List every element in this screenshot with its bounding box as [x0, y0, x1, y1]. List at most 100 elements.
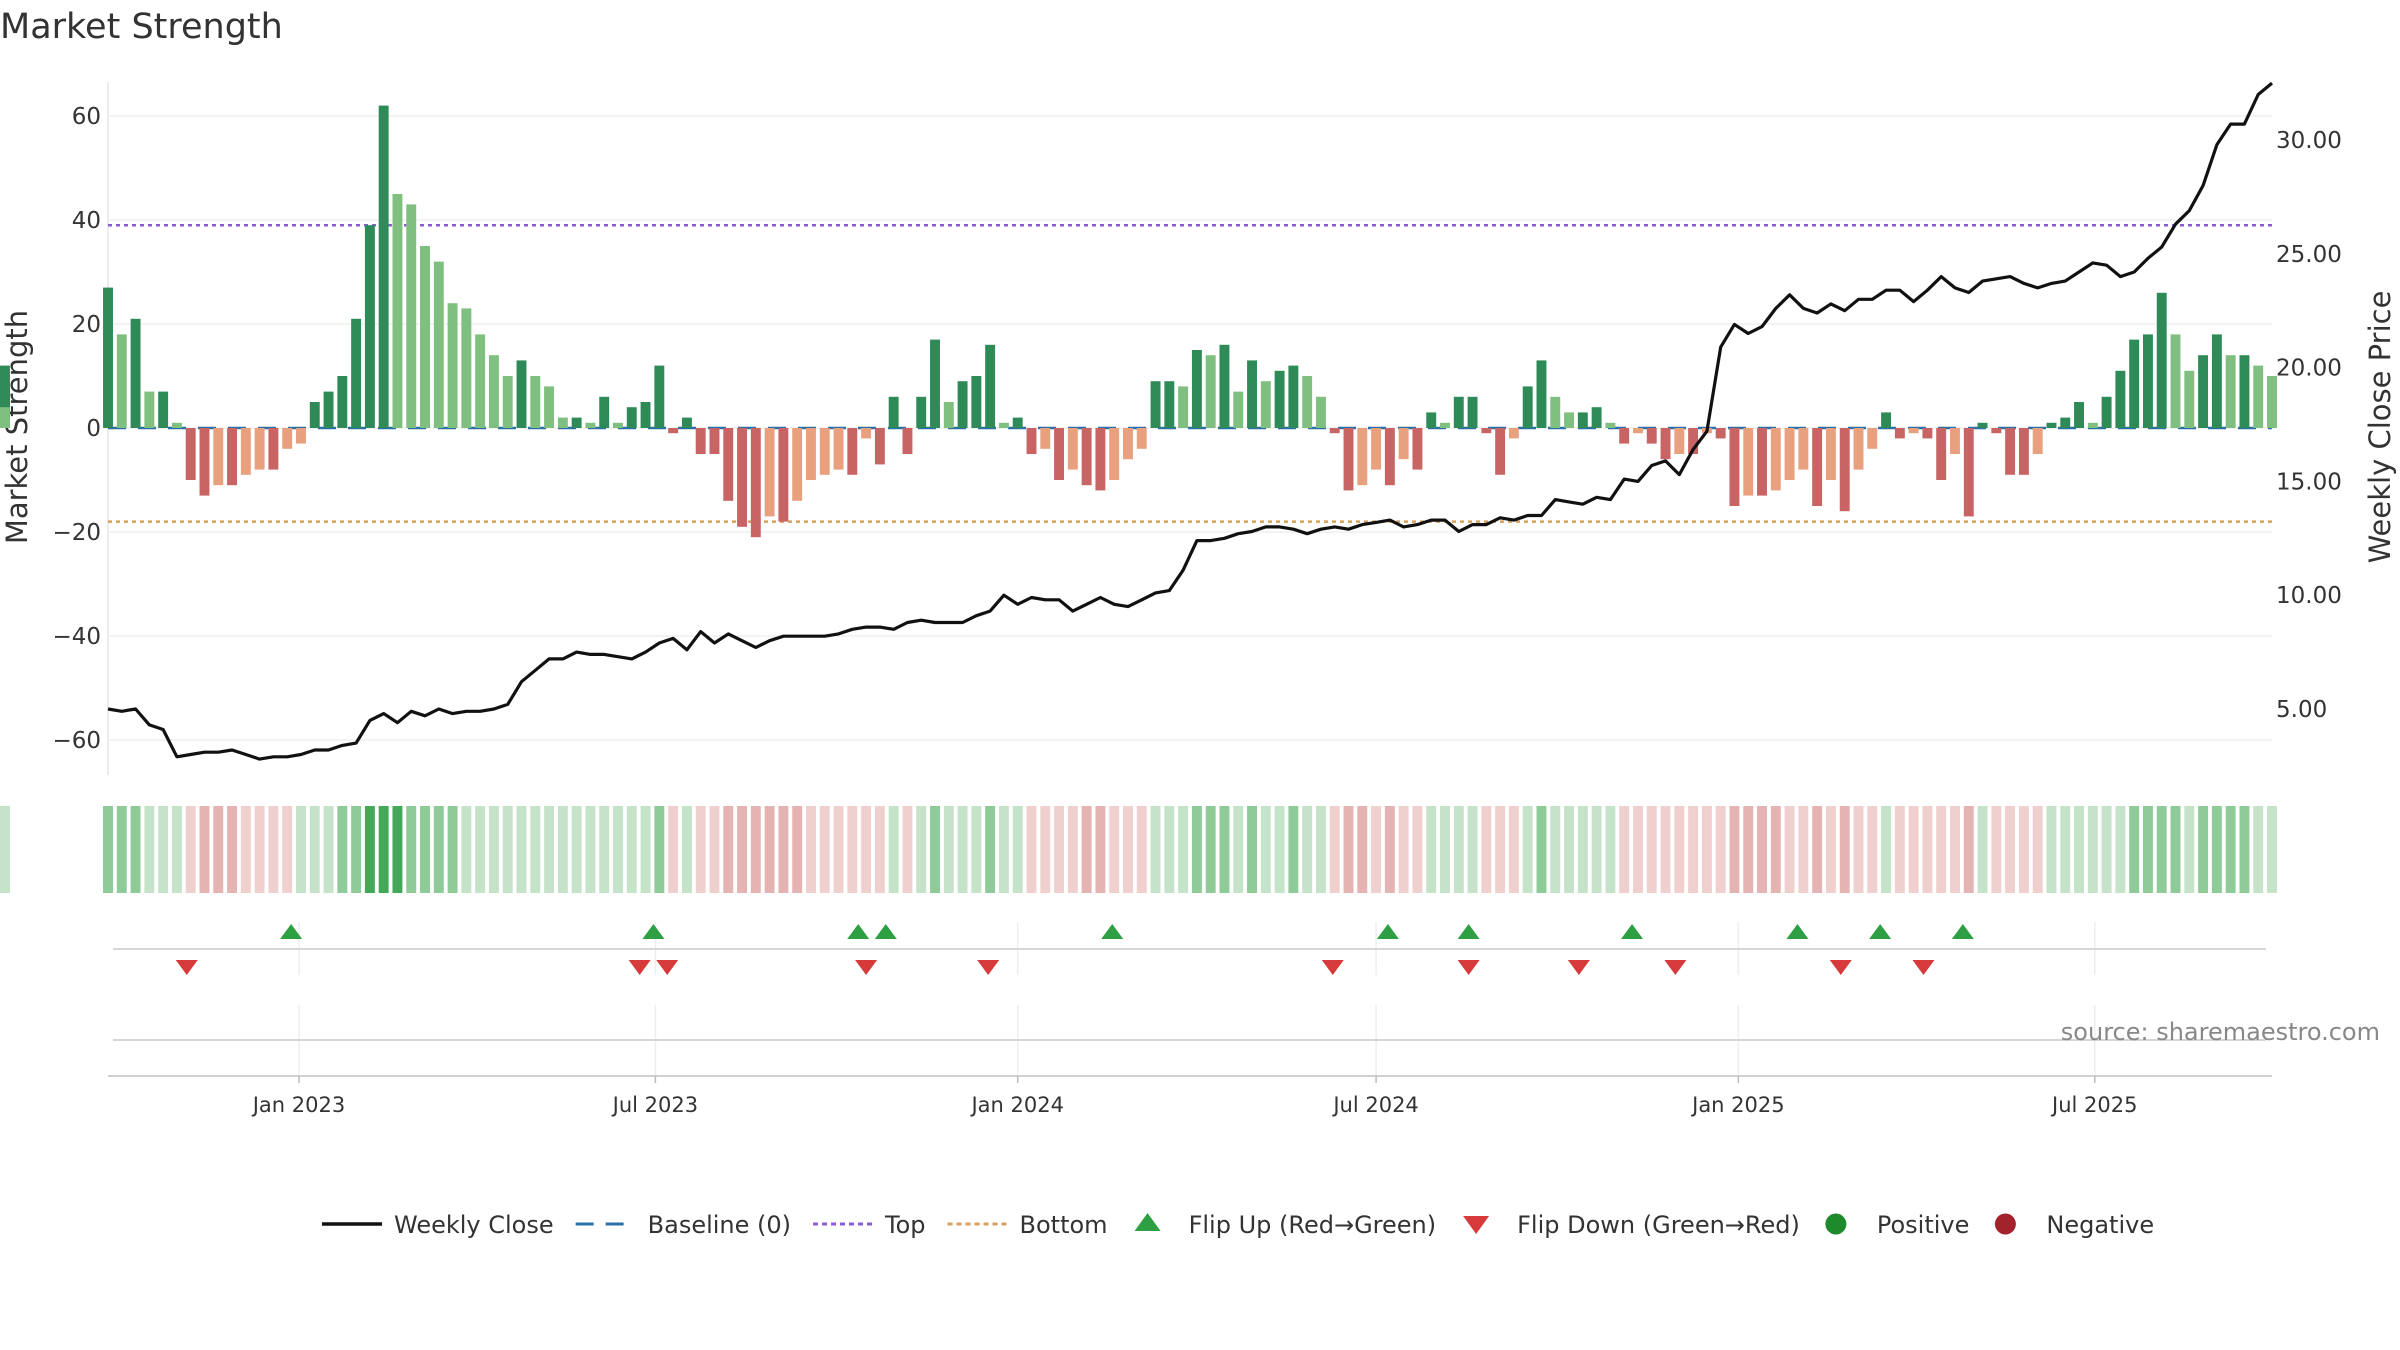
strength-bar	[626, 407, 637, 428]
strength-bar	[1591, 407, 1602, 428]
strength-bar	[695, 428, 706, 454]
state-strip-cell	[2032, 806, 2043, 893]
flip-up-marker	[847, 924, 870, 939]
strength-bar	[1357, 428, 1368, 486]
strength-bar	[185, 428, 196, 480]
state-strip-cell	[1302, 806, 1313, 893]
state-strip-cell	[1908, 806, 1919, 893]
strength-bar	[1812, 428, 1823, 506]
legend-item: Negative	[1994, 1211, 2154, 1239]
strength-bar	[1426, 412, 1437, 428]
state-strip-cell	[1081, 806, 1092, 893]
strength-bar	[985, 344, 996, 428]
strength-bar	[254, 428, 265, 470]
strength-bar	[1095, 428, 1106, 491]
legend-label: Top	[884, 1211, 926, 1239]
strength-bar	[2018, 428, 2029, 475]
strength-bar	[199, 428, 210, 496]
state-strip-cell	[1577, 806, 1588, 893]
state-strip-cell	[1839, 806, 1850, 893]
strength-bar	[1770, 428, 1781, 491]
state-strip-cell	[668, 806, 679, 893]
strength-bar	[1081, 428, 1092, 486]
strength-bar	[282, 428, 293, 449]
strength-bar	[351, 318, 362, 428]
state-strip-cell	[1619, 806, 1630, 893]
strength-bar	[1495, 428, 1506, 475]
strength-bar	[420, 246, 430, 428]
strength-bar	[943, 402, 954, 428]
strength-bar	[1688, 428, 1699, 454]
y-tick-label: −60	[52, 728, 101, 754]
state-strip-cell	[116, 806, 127, 893]
y2-tick-label: 15.00	[2276, 469, 2342, 495]
flip-up-marker	[1101, 924, 1124, 939]
source-note: source: sharemaestro.com	[2061, 1018, 2380, 1046]
state-strip-cell	[833, 806, 844, 893]
state-strip-cell	[709, 806, 720, 893]
strength-bar	[1729, 428, 1740, 506]
strength-bar	[1371, 428, 1382, 470]
legend-swatch	[1994, 1213, 2016, 1235]
state-strip-cell	[130, 806, 141, 893]
flip-down-marker	[1664, 960, 1687, 975]
strength-bar	[1660, 428, 1671, 460]
strength-bar	[2253, 365, 2264, 428]
strength-bar	[709, 428, 720, 454]
state-strip-cell	[185, 806, 196, 893]
state-strip-cell	[1757, 806, 1767, 893]
state-strip-cell	[750, 806, 761, 893]
state-strip-cell	[254, 806, 265, 893]
state-strip-cell	[296, 806, 306, 893]
strength-bar	[1619, 428, 1630, 444]
strength-bar	[2211, 334, 2222, 428]
strength-bar	[585, 422, 596, 428]
strength-bar	[1550, 396, 1561, 428]
state-strip-cell	[1260, 806, 1271, 893]
state-strip-cell	[2184, 806, 2195, 893]
flip-down-marker	[1457, 960, 1480, 975]
state-strip-cell	[1729, 806, 1740, 893]
legend-label: Weekly Close	[394, 1211, 554, 1239]
state-strip-cell	[1440, 806, 1450, 893]
strength-bar	[1632, 428, 1643, 434]
legend-item: Positive	[1825, 1211, 1969, 1239]
strength-bar	[1867, 428, 1878, 449]
strength-bar	[502, 376, 513, 428]
flip-up-marker	[1621, 924, 1644, 939]
state-strip-cell	[268, 806, 279, 893]
state-strip-cell	[1867, 806, 1878, 893]
y2-tick-label: 25.00	[2276, 242, 2342, 268]
strength-bar	[116, 334, 127, 428]
state-strip-cell	[1426, 806, 1437, 893]
state-strip-cell	[943, 806, 954, 893]
strength-bar	[1453, 396, 1464, 428]
strength-bar	[130, 318, 141, 428]
state-strip-cell	[585, 806, 596, 893]
strength-bar	[1109, 428, 1120, 480]
strength-bar	[1991, 428, 2002, 434]
strength-bar	[2060, 417, 2071, 428]
strength-bar	[2198, 355, 2209, 428]
state-strip-cell	[2170, 806, 2181, 893]
legend-swatch	[1825, 1213, 1847, 1235]
state-strip-cell	[488, 806, 499, 893]
strength-bar	[1136, 428, 1147, 449]
lower-panel	[108, 1005, 2272, 1077]
strength-bar	[1178, 386, 1189, 428]
strength-bar	[1908, 428, 1919, 434]
state-strip-cell	[737, 806, 748, 893]
strength-bar	[2101, 396, 2112, 428]
state-strip-cell	[364, 806, 375, 893]
state-strip-cell	[778, 806, 789, 893]
strength-bar	[1881, 412, 1892, 428]
legend: Weekly Close Baseline (0) Top Bottom Flip Up…	[322, 1211, 2154, 1239]
state-strip-cell	[1591, 806, 1602, 893]
strength-bar	[475, 334, 486, 428]
x-tick-label: Jul 2023	[611, 1093, 698, 1117]
state-strip-cell	[1853, 806, 1864, 893]
y2-tick-label: 5.00	[2276, 697, 2327, 723]
state-strip-cell	[805, 806, 816, 893]
strength-bar	[378, 105, 389, 428]
state-strip-cell	[1963, 806, 1974, 893]
